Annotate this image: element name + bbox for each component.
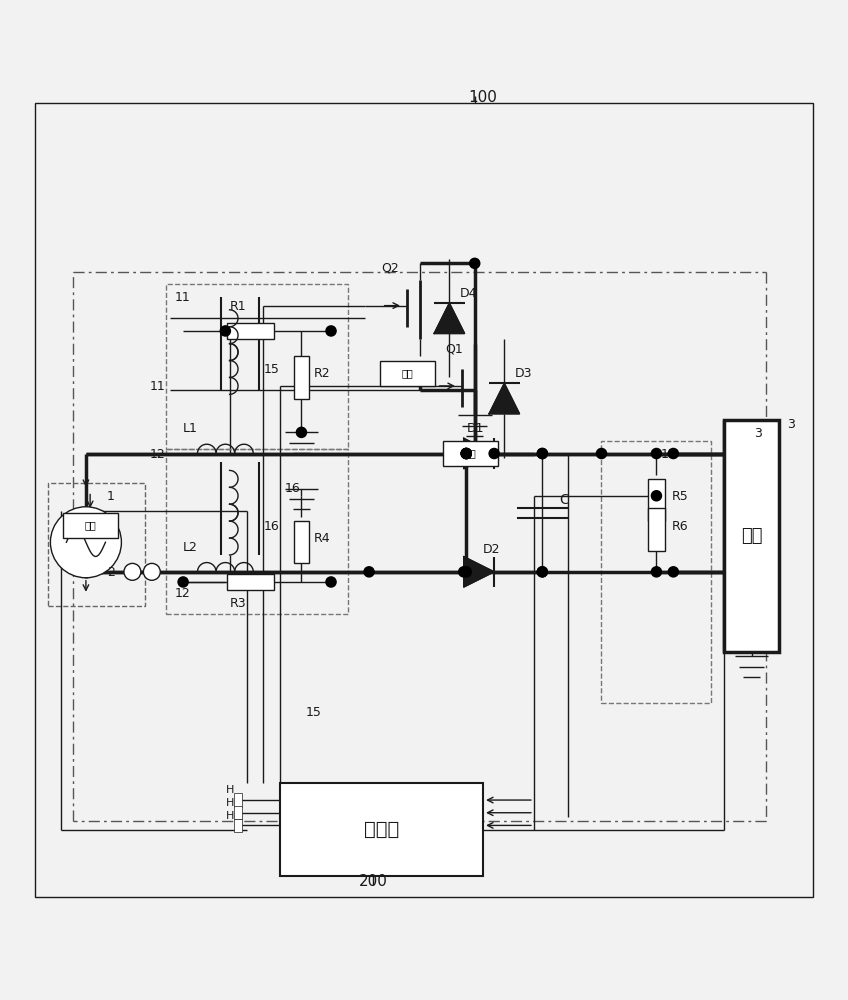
Text: Q1: Q1 [445,342,463,355]
Circle shape [364,567,374,577]
Text: H: H [226,798,234,808]
Circle shape [538,448,548,459]
Circle shape [470,258,480,268]
Text: D2: D2 [483,543,500,556]
Circle shape [461,448,471,459]
Text: R6: R6 [672,520,689,533]
Circle shape [668,567,678,577]
Text: H: H [226,785,234,795]
Polygon shape [464,438,494,469]
Circle shape [489,448,499,459]
Text: R3: R3 [230,597,246,610]
Text: R1: R1 [230,300,246,313]
Circle shape [651,448,661,459]
Circle shape [538,567,548,577]
Circle shape [143,563,160,580]
Text: 12: 12 [175,587,191,600]
Text: R2: R2 [314,367,331,380]
Circle shape [651,567,661,577]
Bar [47,483,145,606]
Text: 13: 13 [661,448,677,461]
Text: L2: L2 [183,541,198,554]
Bar [648,508,665,551]
Circle shape [178,577,188,587]
Text: 100: 100 [469,90,498,105]
Circle shape [124,563,141,580]
Circle shape [296,427,306,437]
Bar [281,783,483,876]
Text: 控制部: 控制部 [364,820,399,839]
Text: 2: 2 [107,566,115,579]
Bar [380,361,434,386]
Text: H: H [226,811,234,821]
Circle shape [461,448,471,459]
Circle shape [459,567,469,577]
Bar [443,441,498,466]
Circle shape [668,448,678,459]
Text: 16: 16 [285,482,300,495]
Text: 12: 12 [149,448,165,461]
Circle shape [538,567,548,577]
Bar [227,574,274,590]
Text: 15: 15 [305,706,321,719]
Text: D4: D4 [460,287,477,300]
Text: C: C [559,493,569,507]
Text: 200: 200 [359,874,388,889]
Text: Q2: Q2 [382,262,399,275]
Bar [601,441,711,703]
Circle shape [50,507,121,578]
Polygon shape [489,383,520,414]
Bar [166,449,348,614]
Text: 16: 16 [264,520,279,533]
Circle shape [326,326,336,336]
Polygon shape [434,303,465,333]
Text: L1: L1 [183,422,198,435]
Circle shape [651,491,661,501]
Text: D1: D1 [466,422,483,435]
Bar [227,323,274,339]
Bar [294,521,309,563]
Bar [234,819,243,832]
Text: 导通: 导通 [401,368,413,378]
Text: 3: 3 [754,427,762,440]
Text: 11: 11 [175,291,191,304]
Bar [63,513,118,538]
Circle shape [461,448,471,459]
Bar [234,806,243,819]
Bar [294,356,309,399]
Text: 负载: 负载 [741,527,762,545]
Text: 1: 1 [107,490,115,503]
Text: 3: 3 [788,418,795,431]
Text: 导通: 导通 [465,449,477,459]
Bar [648,479,665,521]
Bar [166,284,348,449]
Polygon shape [464,557,494,587]
Circle shape [538,448,548,459]
Text: D3: D3 [515,367,532,380]
Circle shape [326,577,336,587]
Circle shape [461,448,471,459]
Text: R4: R4 [314,532,331,545]
Text: R5: R5 [672,490,689,503]
Text: 15: 15 [264,363,279,376]
Text: 导通: 导通 [84,520,96,530]
Text: 11: 11 [149,380,165,393]
Bar [724,420,779,652]
Circle shape [461,567,471,577]
Circle shape [220,326,231,336]
Bar [234,793,243,807]
Circle shape [596,448,606,459]
